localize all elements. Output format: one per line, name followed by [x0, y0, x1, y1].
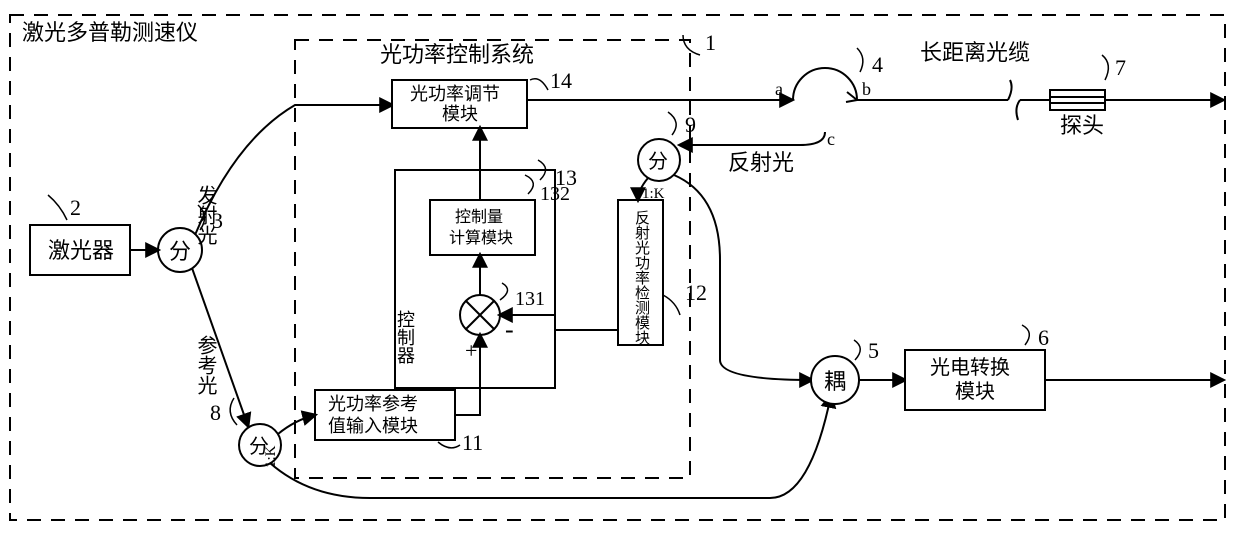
calc-l2: 计算模块 [449, 228, 513, 247]
inner-title: 光功率控制系统 [380, 42, 534, 67]
circ-a-label: a [775, 79, 783, 99]
adjust-l2: 模块 [442, 104, 478, 124]
circ-b-label: b [862, 79, 871, 99]
detect-num: 12 [685, 280, 707, 305]
comparator-minus: - [505, 315, 514, 344]
probe [1050, 90, 1105, 110]
edge-split9-coupler [674, 175, 812, 380]
comparator-plus: + [465, 338, 477, 363]
splitter-9-label: 分 [648, 150, 668, 173]
controller-vtxt: 控制器 [395, 310, 415, 364]
coupler: 耦 [811, 356, 859, 404]
emit-label: 发射光 [194, 185, 217, 245]
refinput-l1: 光功率参考 [328, 394, 418, 414]
adjust-num: 14 [550, 68, 572, 93]
comparator-num: 131 [515, 288, 545, 310]
circulator [793, 68, 857, 102]
probe-num: 7 [1115, 55, 1126, 80]
refinput-num: 11 [462, 430, 483, 455]
cable-break [1008, 80, 1050, 120]
outer-title: 激光多普勒测速仪 [22, 20, 198, 45]
boundary-1-label: 1 [705, 30, 716, 55]
reflect-label: 反射光 [728, 150, 794, 175]
detect-label: 反射光功率检测模块 [633, 210, 650, 345]
photo-l2: 模块 [955, 380, 995, 403]
edge-circ-split9 [680, 132, 825, 145]
photo-num: 6 [1038, 325, 1049, 350]
ref-label: 参考光 [194, 335, 217, 395]
edge-emit [195, 105, 392, 235]
coupler-label: 耦 [824, 369, 846, 394]
adjust-l1: 光功率调节 [410, 84, 500, 104]
laser-num: 2 [70, 195, 81, 220]
circ-c-label: c [827, 129, 835, 149]
coupler-num: 5 [868, 338, 879, 363]
block-diagram: 激光多普勒测速仪 1 光功率控制系统 激光器 2 分 3 发射光 参考光 光功率… [0, 0, 1240, 529]
splitter-9-num: 9 [685, 112, 696, 137]
comparator [460, 295, 500, 335]
laser-label: 激光器 [48, 238, 114, 263]
calc-l1: 控制量 [455, 208, 503, 226]
refinput-l2: 值输入模块 [328, 416, 418, 436]
calc-num: 132 [540, 183, 570, 205]
probe-label: 探头 [1060, 113, 1104, 138]
edge-split8-refinput [278, 415, 315, 434]
splitter-3-label: 分 [169, 239, 191, 264]
splitter-8-num: 8 [210, 400, 221, 425]
circ-num: 4 [872, 52, 883, 77]
photo-l1: 光电转换 [930, 356, 1010, 379]
splitter-9: 分 [638, 139, 680, 181]
cable-label: 长距离光缆 [920, 40, 1030, 65]
